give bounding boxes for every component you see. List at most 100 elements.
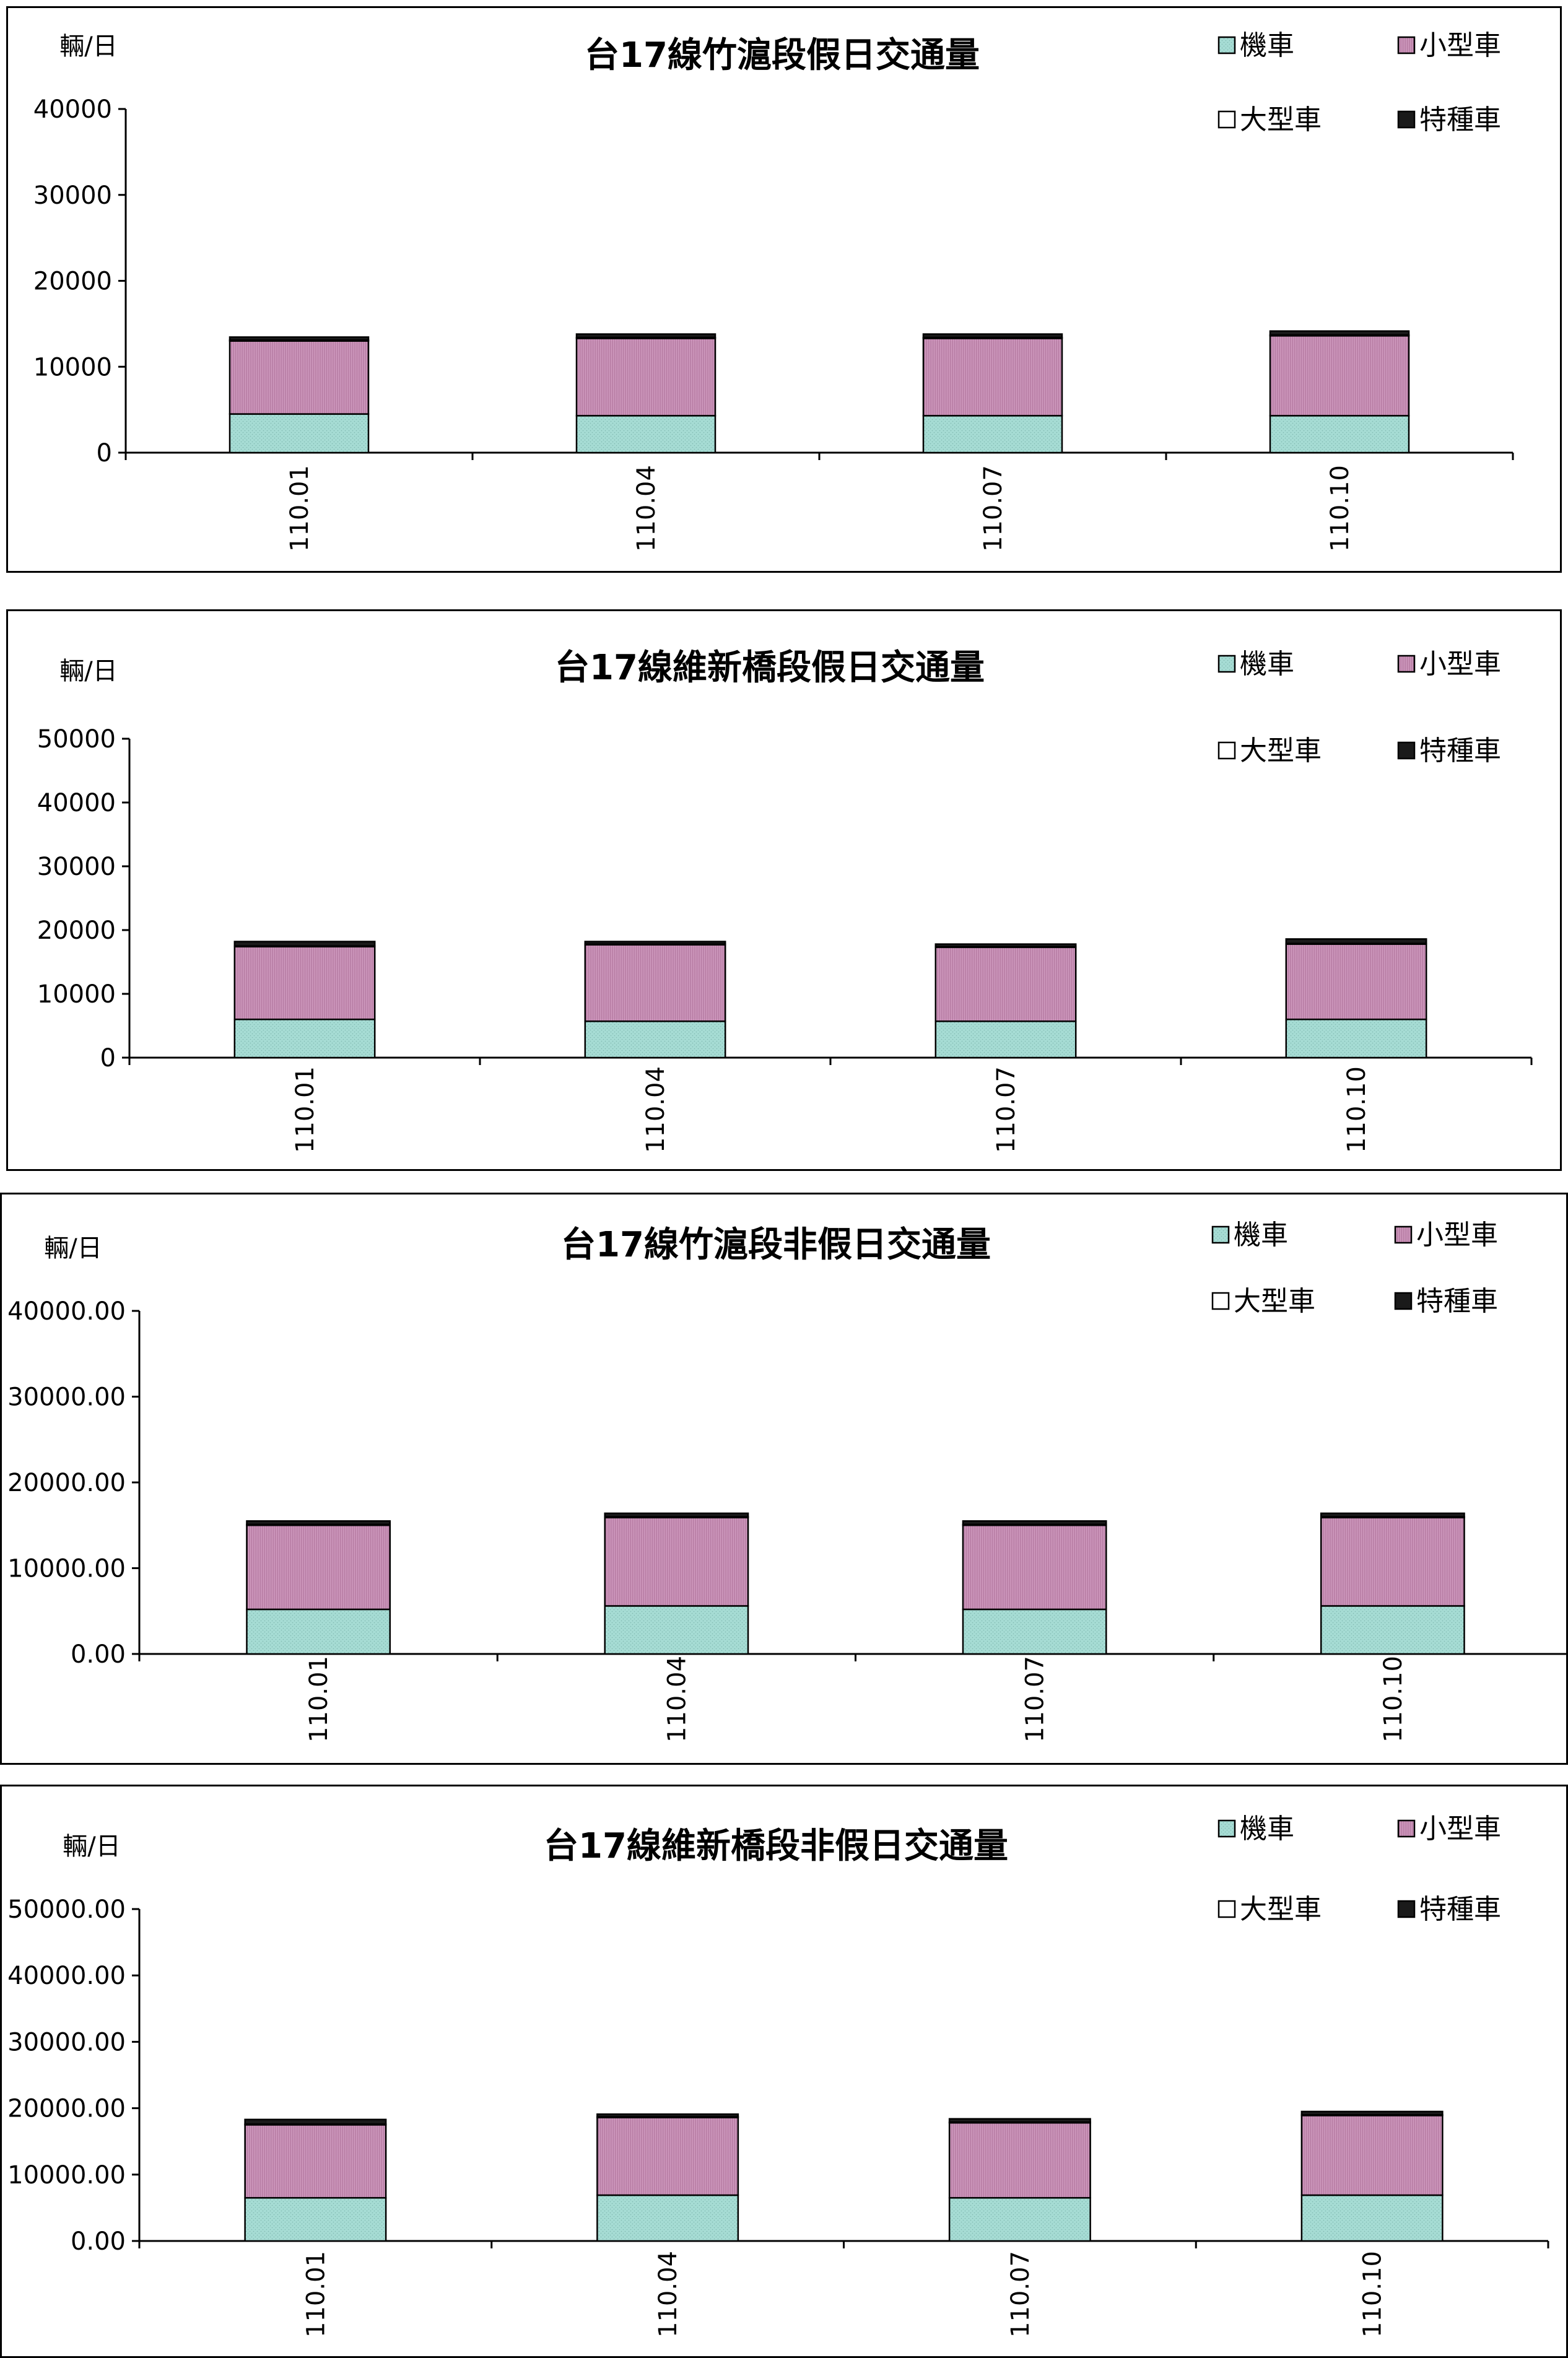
bar-segment-機車: [604, 1605, 749, 1655]
legend-swatch: [1217, 1819, 1236, 1838]
legend-label: 大型車: [1240, 735, 1322, 767]
x-tick-label: 110.04: [632, 465, 661, 552]
bar-segment-機車: [596, 2194, 739, 2242]
bar-segment-小型車: [244, 2124, 387, 2199]
x-tick-label: 110.04: [663, 1656, 691, 1742]
legend-swatch: [1217, 110, 1236, 129]
bar-segment-小型車: [948, 2121, 1091, 2199]
x-tick-label: 110.01: [291, 1066, 320, 1153]
y-tick-label: 10000: [37, 980, 116, 1009]
legend-label: 特種車: [1419, 1894, 1501, 1925]
y-tick-label: 40000.00: [7, 1297, 126, 1326]
legend-swatch: [1394, 1225, 1413, 1244]
chart-svg: 台17線竹滬段假日交通量 輛/日 0 10000 20000 30000 40000 110.…: [33, 30, 1514, 552]
bar-segment-特種車: [244, 2118, 387, 2125]
legend-label: 機車: [1240, 1813, 1294, 1845]
legend-swatch: [1397, 110, 1416, 129]
y-tick-label: 20000.00: [7, 1469, 126, 1497]
bar-segment-特種車: [596, 2113, 739, 2118]
bar-segment-特種車: [1285, 938, 1427, 944]
chart-svg: 台17線竹滬段非假日交通量 輛/日 0.00 10000.00 20000.00 3000…: [7, 1219, 1566, 1742]
chart-title: 台17線竹滬段非假日交通量: [561, 1225, 991, 1265]
bar-segment-機車: [962, 1608, 1107, 1655]
y-tick-label: 0.00: [71, 1640, 126, 1669]
x-tick-label: 110.01: [302, 2251, 330, 2338]
legend-label: 特種車: [1419, 735, 1501, 767]
legend-label: 小型車: [1419, 30, 1501, 61]
bar-segment-機車: [1320, 1605, 1465, 1655]
x-tick-label: 110.07: [1021, 1656, 1050, 1742]
x-tick-label: 110.10: [1359, 2251, 1387, 2338]
bar-segment-特種車: [233, 941, 376, 947]
legend-label: 機車: [1240, 648, 1294, 680]
bar-segment-小型車: [246, 1525, 391, 1611]
y-tick-label: 50000: [37, 725, 116, 754]
y-tick-label: 30000.00: [7, 2028, 126, 2056]
y-tick-label: 10000.00: [7, 1555, 126, 1583]
bar-segment-小型車: [1320, 1516, 1465, 1607]
bar-segment-機車: [948, 2197, 1091, 2242]
legend-label: 小型車: [1416, 1219, 1498, 1251]
x-tick-label: 110.10: [1379, 1656, 1408, 1742]
x-tick-label: 110.01: [285, 465, 314, 552]
x-tick-label: 110.10: [1326, 465, 1354, 552]
y-tick-label: 50000.00: [7, 1895, 126, 1924]
bar-segment-特種車: [229, 336, 370, 341]
x-tick-label: 110.07: [1006, 2251, 1035, 2338]
bar-segment-機車: [575, 415, 716, 454]
legend-swatch: [1397, 36, 1416, 54]
y-tick-label: 40000: [33, 95, 112, 124]
bar-segment-特種車: [604, 1512, 749, 1518]
bar-segment-小型車: [1269, 335, 1410, 417]
bar-segment-機車: [1285, 1018, 1427, 1059]
bar-segment-機車: [922, 415, 1063, 454]
legend-swatch: [1217, 36, 1236, 54]
legend-label: 小型車: [1419, 648, 1501, 680]
bar-segment-小型車: [229, 340, 370, 415]
bar-segment-小型車: [584, 944, 726, 1022]
legend-label: 特種車: [1416, 1286, 1498, 1317]
y-tick-label: 30000: [37, 853, 116, 881]
bar-segment-機車: [934, 1020, 1077, 1059]
y-axis-unit-label: 輛/日: [44, 1234, 102, 1263]
y-tick-label: 30000.00: [7, 1383, 126, 1412]
bar-segment-特種車: [584, 941, 726, 945]
chart-title: 台17線維新橋段假日交通量: [555, 648, 985, 688]
chart-panel-4: 台17線維新橋段非假日交通量 輛/日 0.00 10000.00 20000.00 300…: [0, 1785, 1568, 2358]
legend-swatch: [1217, 655, 1236, 673]
bar-segment-機車: [246, 1608, 391, 1655]
bar-segment-小型車: [934, 946, 1077, 1022]
bar-segment-小型車: [922, 337, 1063, 417]
x-tick-label: 110.10: [1343, 1066, 1371, 1153]
y-tick-label: 0.00: [71, 2227, 126, 2256]
y-tick-label: 0: [97, 439, 112, 468]
y-tick-label: 20000: [37, 916, 116, 945]
bar-segment-小型車: [604, 1516, 749, 1607]
x-tick-label: 110.04: [654, 2251, 682, 2338]
bar-segment-小型車: [233, 946, 376, 1020]
bar-segment-機車: [1269, 415, 1410, 454]
chart-panel-1: 台17線竹滬段假日交通量 輛/日 0 10000 20000 30000 40000 110.…: [6, 6, 1562, 573]
bar-segment-機車: [229, 413, 370, 454]
legend-swatch: [1394, 1292, 1413, 1310]
x-tick-label: 110.01: [305, 1656, 333, 1742]
bar-segment-特種車: [575, 333, 716, 339]
y-tick-label: 20000.00: [7, 2095, 126, 2123]
bar-segment-特種車: [922, 333, 1063, 339]
y-tick-label: 40000: [37, 789, 116, 817]
legend-label: 機車: [1234, 1219, 1288, 1251]
bar-segment-小型車: [596, 2117, 739, 2196]
bar-segment-機車: [1300, 2194, 1444, 2242]
bar-segment-特種車: [1320, 1512, 1465, 1518]
x-tick-label: 110.04: [642, 1066, 670, 1153]
chart-svg: 台17線維新橋段非假日交通量 輛/日 0.00 10000.00 20000.00 300…: [7, 1813, 1549, 2338]
chart-panel-2: 台17線維新橋段假日交通量 輛/日 0 10000 20000 30000 40000 500…: [6, 609, 1562, 1171]
y-tick-label: 20000: [33, 268, 112, 296]
y-axis-unit-label: 輛/日: [59, 32, 117, 61]
legend-label: 大型車: [1240, 1894, 1322, 1925]
bar-segment-小型車: [575, 337, 716, 417]
bar-segment-特種車: [1269, 330, 1410, 336]
bar-segment-機車: [244, 2197, 387, 2242]
legend-swatch: [1211, 1292, 1230, 1310]
legend-label: 小型車: [1419, 1813, 1501, 1845]
